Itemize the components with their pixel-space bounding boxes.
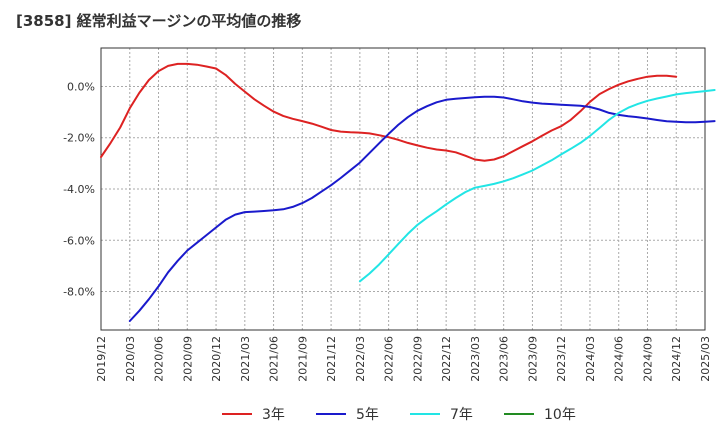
- x-tick-label: 2024/09: [641, 336, 654, 382]
- x-tick-label: 2022/12: [440, 336, 453, 382]
- x-tick-label: 2020/03: [124, 336, 137, 382]
- x-tick-label: 2024/06: [613, 336, 626, 382]
- y-tick-label: 0.0%: [67, 80, 95, 93]
- x-tick-label: 2022/06: [383, 336, 396, 382]
- x-tick-label: 2021/06: [268, 336, 281, 382]
- x-tick-label: 2021/03: [239, 336, 252, 382]
- y-tick-label: -4.0%: [63, 183, 95, 196]
- y-tick-label: -8.0%: [63, 286, 95, 299]
- x-tick-label: 2023/06: [498, 336, 511, 382]
- legend-label: 5年: [356, 407, 379, 423]
- x-tick-label: 2022/03: [354, 336, 367, 382]
- x-tick-label: 2020/09: [181, 336, 194, 382]
- x-tick-label: 2023/12: [555, 336, 568, 382]
- legend-label: 7年: [450, 407, 473, 423]
- x-tick-label: 2019/12: [95, 336, 108, 382]
- x-tick-label: 2022/09: [411, 336, 424, 382]
- x-tick-label: 2020/06: [153, 336, 166, 382]
- x-tick-label: 2025/03: [699, 336, 712, 382]
- series-line: [358, 89, 716, 283]
- x-tick-label: 2021/09: [296, 336, 309, 382]
- series-line: [128, 95, 716, 322]
- y-tick-label: -6.0%: [63, 234, 95, 247]
- x-tick-label: 2023/09: [526, 336, 539, 382]
- x-tick-label: 2023/03: [469, 336, 482, 382]
- chart-title: [3858] 経常利益マージンの平均値の推移: [16, 12, 302, 30]
- x-tick-label: 2020/12: [210, 336, 223, 382]
- x-tick-label: 2021/12: [325, 336, 338, 382]
- legend-label: 3年: [262, 407, 285, 423]
- legend-label: 10年: [544, 407, 576, 423]
- y-tick-label: -2.0%: [63, 132, 95, 145]
- plot-frame: [100, 47, 706, 331]
- x-tick-label: 2024/03: [584, 336, 597, 382]
- x-tick-label: 2024/12: [670, 336, 683, 382]
- series-line: [100, 62, 678, 162]
